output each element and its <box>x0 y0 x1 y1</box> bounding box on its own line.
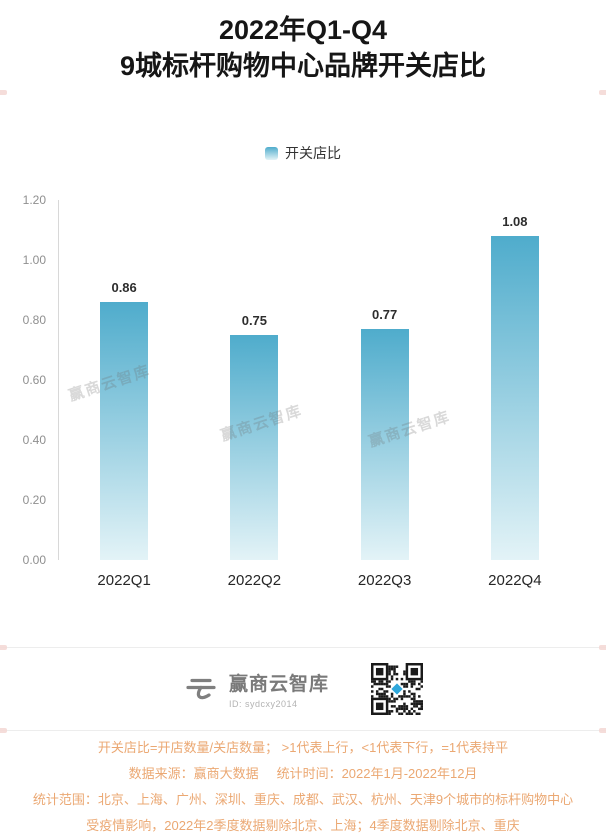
edge-marker <box>0 645 7 650</box>
note-line-2-period: 统计时间：2022年1月-2022年12月 <box>276 766 478 781</box>
bar-group: 0.75 2022Q2 <box>189 200 319 589</box>
legend: 开关店比 <box>0 144 606 162</box>
note-line-2-source: 数据来源：赢商大数据 <box>128 766 259 781</box>
note-line-2: 数据来源：赢商大数据 统计时间：2022年1月-2022年12月 <box>0 761 606 787</box>
bar <box>360 329 409 560</box>
bar-value-label: 0.75 <box>241 313 268 328</box>
notes: 开关店比=开店数量/关店数量； >1代表上行，<1代表下行，=1代表持平 数据来… <box>0 731 606 838</box>
edge-marker <box>0 728 7 733</box>
divider-top <box>0 647 606 648</box>
brand-footer: 赢商云智库 ID: sydcxy2014 <box>0 648 606 731</box>
legend-label: 开关店比 <box>285 145 341 161</box>
bar <box>100 302 149 560</box>
x-axis-label: 2022Q3 <box>357 572 412 589</box>
y-tick-label: 0.20 <box>22 493 46 507</box>
x-axis-label: 2022Q2 <box>227 572 282 589</box>
brand-text: 赢商云智库 ID: sydcxy2014 <box>229 669 329 709</box>
page-title-line1: 2022年Q1-Q4 <box>218 15 388 45</box>
edge-marker <box>0 90 7 95</box>
bar-group: 1.08 2022Q4 <box>450 200 580 589</box>
bars: 0.86 2022Q1 0.75 2022Q2 0.77 2022Q3 1.08 2022Q4 <box>59 200 580 589</box>
x-axis-label: 2022Q1 <box>97 572 151 589</box>
qr-code <box>371 663 423 715</box>
y-tick-label: 0.60 <box>22 373 46 387</box>
legend-swatch-icon <box>265 146 278 160</box>
x-axis-label: 2022Q4 <box>488 572 542 589</box>
plot-area: 0.86 2022Q1 0.75 2022Q2 0.77 2022Q3 1.08 2022Q4… <box>58 200 580 589</box>
y-tick-label: 1.00 <box>22 253 46 267</box>
bar-value-label: 1.08 <box>502 214 528 229</box>
page-title-line2: 9城标杆购物中心品牌开关店比 <box>119 51 486 81</box>
y-tick-label: 1.20 <box>22 193 46 207</box>
bar-value-label: 0.77 <box>371 307 398 322</box>
y-tick-label: 0.80 <box>22 313 46 327</box>
brand-name: 赢商云智库 <box>228 674 329 695</box>
y-tick-label: 0.40 <box>22 433 46 447</box>
bar-chart: 1.20 1.00 0.80 0.60 0.40 0.20 0.00 0.86 2022Q1 0… <box>0 193 606 598</box>
bar-value-label: 0.86 <box>111 280 137 295</box>
edge-marker <box>599 728 606 733</box>
edge-marker <box>599 645 606 650</box>
note-line-4: 受疫情影响，2022年2季度数据剔除北京、上海；4季度数据剔除北京、重庆 <box>86 818 520 833</box>
page-title: 2022年Q1-Q4 9城标杆购物中心品牌开关店比 <box>0 0 606 84</box>
edge-marker <box>599 90 606 95</box>
brand: 赢商云智库 ID: sydcxy2014 <box>183 669 329 709</box>
bar-group: 0.77 2022Q3 <box>320 200 450 589</box>
y-axis-ticks: 1.20 1.00 0.80 0.60 0.40 0.20 0.00 <box>0 193 58 567</box>
note-line-1: 开关店比=开店数量/关店数量； >1代表上行，<1代表下行，=1代表持平 <box>97 740 509 755</box>
note-line-3: 统计范围：北京、上海、广州、深圳、重庆、成都、武汉、杭州、天津9个城市的标杆购物… <box>32 792 574 807</box>
brand-logo-icon <box>186 678 216 700</box>
y-tick-label: 0.00 <box>22 553 46 567</box>
bar <box>490 236 539 560</box>
bar <box>230 335 279 560</box>
bar-group: 0.86 2022Q1 <box>59 200 189 589</box>
brand-id: ID: sydcxy2014 <box>228 699 298 709</box>
